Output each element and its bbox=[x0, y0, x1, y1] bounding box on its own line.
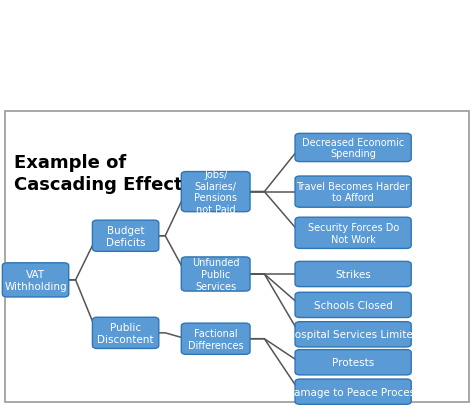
Text: Strikes: Strikes bbox=[335, 269, 371, 279]
Text: Unfunded
Public
Services: Unfunded Public Services bbox=[192, 258, 239, 291]
FancyBboxPatch shape bbox=[2, 263, 69, 297]
Text: VAT
Withholding: VAT Withholding bbox=[4, 269, 67, 291]
FancyBboxPatch shape bbox=[295, 217, 411, 249]
FancyBboxPatch shape bbox=[181, 323, 250, 354]
Text: Schools Closed: Schools Closed bbox=[314, 300, 392, 310]
FancyBboxPatch shape bbox=[295, 379, 411, 404]
FancyBboxPatch shape bbox=[295, 292, 411, 318]
Text: Public
Discontent: Public Discontent bbox=[97, 322, 154, 344]
Text: Factional
Differences: Factional Differences bbox=[188, 328, 244, 350]
FancyBboxPatch shape bbox=[295, 134, 411, 162]
FancyBboxPatch shape bbox=[295, 177, 411, 208]
Text: Jobs/
Salaries/
Pensions
not Paid: Jobs/ Salaries/ Pensions not Paid bbox=[194, 170, 237, 215]
Text: Hospital Services Limited: Hospital Services Limited bbox=[287, 330, 419, 339]
FancyBboxPatch shape bbox=[181, 257, 250, 291]
Text: Withholding of VAT revenues by Israel presents a cross-cutting
issue that negati: Withholding of VAT revenues by Israel pr… bbox=[14, 31, 371, 68]
Text: Protests: Protests bbox=[332, 357, 374, 367]
Text: Budget
Deficits: Budget Deficits bbox=[106, 226, 146, 247]
Text: Travel Becomes Harder
to Afford: Travel Becomes Harder to Afford bbox=[297, 181, 410, 203]
Text: Security Forces Do
Not Work: Security Forces Do Not Work bbox=[308, 222, 399, 244]
FancyBboxPatch shape bbox=[295, 262, 411, 287]
FancyBboxPatch shape bbox=[295, 322, 411, 347]
Text: Example of
Cascading Effects:: Example of Cascading Effects: bbox=[14, 154, 201, 194]
FancyBboxPatch shape bbox=[295, 350, 411, 375]
Text: Decreased Economic
Spending: Decreased Economic Spending bbox=[302, 137, 404, 159]
FancyBboxPatch shape bbox=[181, 172, 250, 212]
FancyBboxPatch shape bbox=[92, 318, 159, 349]
Text: Damage to Peace Process: Damage to Peace Process bbox=[286, 387, 420, 397]
FancyBboxPatch shape bbox=[92, 221, 159, 252]
